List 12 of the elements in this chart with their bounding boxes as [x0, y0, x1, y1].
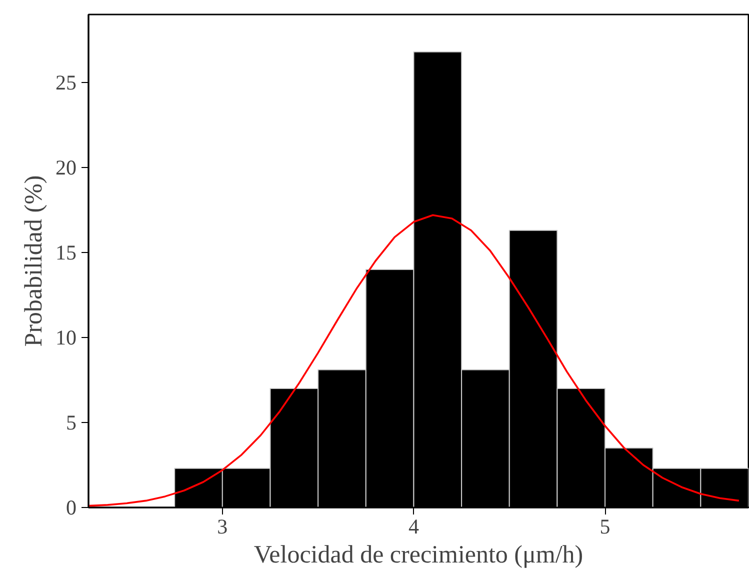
y-tick-label: 25 [56, 70, 76, 94]
y-tick-label: 20 [56, 156, 76, 180]
line-series [88, 214, 740, 507]
x-tick-label: 3 [217, 514, 228, 538]
x-axis-title: Velocidad de crecimiento (μm/h) [254, 542, 584, 568]
y-tick-label: 10 [56, 326, 76, 350]
y-axis-title: Probabilidad (%) [20, 175, 48, 347]
x-tick-label: 5 [600, 514, 610, 538]
y-tick-label: 5 [66, 410, 76, 434]
y-tick-label: 0 [66, 496, 76, 520]
x-tick-label: 4 [408, 514, 420, 538]
y-tick-label: 15 [56, 240, 76, 264]
